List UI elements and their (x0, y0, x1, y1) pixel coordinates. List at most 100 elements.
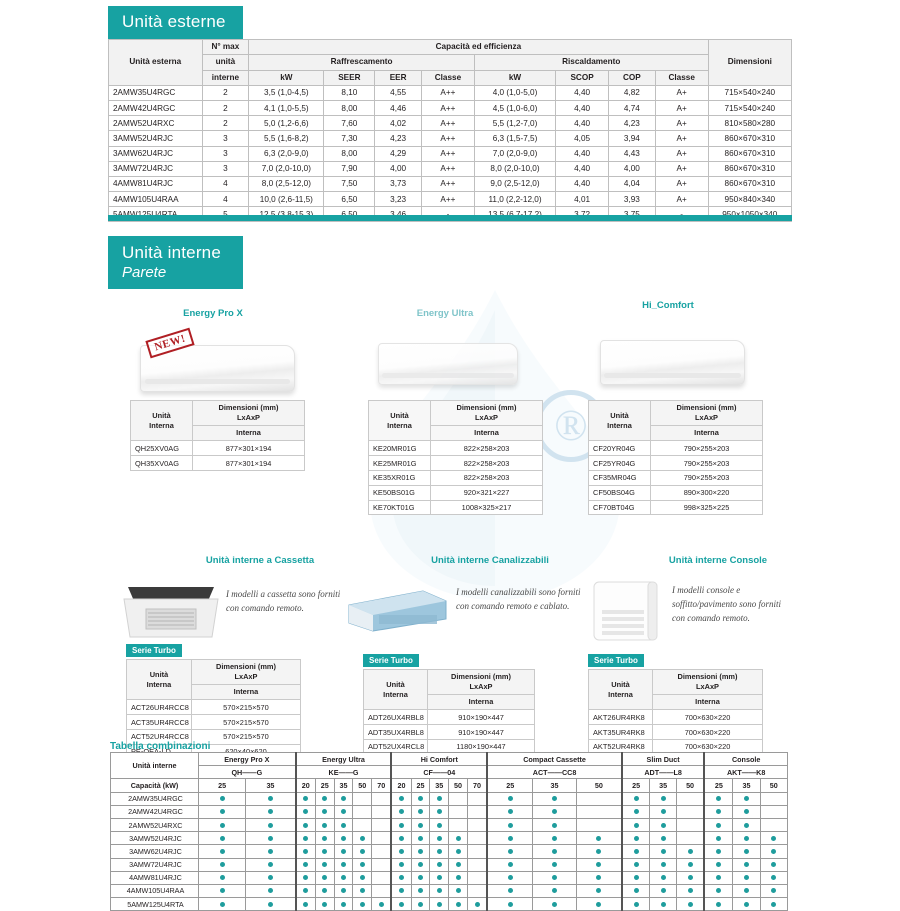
compatibility-dot (744, 796, 749, 802)
compatibility-dot (303, 822, 309, 828)
cell-compatible (352, 883, 373, 899)
compatibility-dot (687, 875, 693, 881)
cell-compatible (703, 844, 734, 859)
ducted-unit-illustration (348, 590, 447, 632)
th-unit-interna: Unità Interna (368, 399, 431, 442)
compatibility-dot (552, 862, 558, 868)
th-scop: SCOP (555, 69, 609, 86)
cell-compatible (732, 857, 761, 872)
th-unit-interna: Unità Interna (126, 658, 192, 701)
th-dimensions-mm: Dimensioni (mm) LxAxP (652, 668, 763, 696)
cell-compatible (675, 883, 705, 899)
cell-model-code: KE70KT01G (368, 499, 431, 516)
cell-heating-kw: 6,3 (1,5-7,5) (473, 130, 557, 147)
cell-empty (352, 791, 373, 806)
th-groupcode-ADT——L8: ADT——L8 (620, 765, 705, 780)
cell-seer: 8,00 (323, 99, 376, 117)
cell-compatible (333, 804, 354, 819)
compatibility-dot (660, 862, 666, 868)
compatibility-dot (219, 848, 225, 854)
spec-table-energy-pro-x: Unità Interna Dimensioni (mm) LxAxP Intern… (130, 399, 305, 471)
compatibility-dot (436, 809, 442, 815)
cell-heating-kw: 4,0 (1,0-5,0) (473, 84, 557, 101)
cell-compatible (294, 804, 316, 819)
compatibility-dot (267, 862, 273, 868)
cell-heating-class: A+ (654, 175, 709, 193)
th-capacity-AKT——K8-35: 35 (732, 778, 761, 793)
cell-compatible (759, 831, 789, 846)
cell-compatible (390, 817, 412, 833)
cell-dimensions: 700×630×220 (652, 709, 763, 726)
table-row: 3AMW52U4RJC (110, 831, 789, 846)
compatibility-dot (552, 809, 558, 815)
cell-compatible (486, 791, 534, 806)
compatibility-dot (552, 901, 558, 907)
compatibility-dot (219, 822, 225, 828)
cell-compatible (649, 791, 677, 806)
cell-compatible (732, 844, 761, 859)
cell-eer: 4,23 (374, 130, 423, 147)
cell-compatible (333, 831, 354, 846)
cell-scop: 4,40 (555, 84, 609, 101)
cell-seer: 7,30 (323, 130, 376, 147)
cell-cooling-kw: 10,0 (2,6-11,5) (248, 191, 325, 208)
table-row: ACT52UR4RCC8 570×215×570 (126, 729, 302, 745)
cell-model-code: KE50BS01G (368, 484, 431, 501)
compatibility-dot (436, 796, 442, 802)
cell-heating-kw: 11,0 (2,2-12,0) (473, 191, 557, 208)
cell-max-units: 2 (201, 115, 250, 132)
cell-unit: 4AMW105U4RAA (108, 191, 203, 208)
compatibility-dot (633, 901, 639, 907)
cell-scop: 4,05 (555, 130, 609, 147)
th-cooling: Raffrescamento (248, 54, 475, 71)
cell-model-code: KE35XR01G (368, 470, 431, 486)
compatibility-dot (267, 901, 273, 907)
compatibility-dot (455, 875, 461, 881)
cell-heating-class: A+ (654, 115, 709, 132)
compatibility-dot (219, 901, 225, 907)
cell-compatible (429, 804, 450, 819)
th-cooling-kw: kW (248, 69, 325, 86)
console-unit-illustration (593, 581, 658, 641)
th-unit-interna: Unità Interna (588, 399, 651, 442)
th-interna: Interna (652, 694, 763, 711)
section-title-outdoor: Unità esterne (122, 11, 226, 31)
compatibility-dot (716, 848, 722, 854)
table-row: 4AMW81U4RJC 4 8,0 (2,5-12,0) 7,50 3,73 A++ 9,0… (108, 175, 793, 193)
cell-compatible (575, 883, 623, 899)
compatibility-dot (507, 796, 513, 802)
cell-compatible (410, 870, 431, 885)
compatibility-dot (322, 901, 328, 907)
cell-unit: 2AMW42U4RGC (108, 99, 203, 117)
product-title-console: Unità interne Console (668, 555, 768, 566)
outdoor-header-row-3: interne kW SEER EER Classe kW SCOP COP C… (109, 69, 792, 86)
combination-table-title: Tabella combinazioni (110, 741, 211, 752)
cell-dimensions: 570×215×570 (190, 699, 302, 716)
th-eer: EER (374, 69, 423, 86)
cell-model-code: ACT52UR4RCC8 (126, 729, 192, 745)
cell-dimensions: 890×300×220 (650, 484, 763, 501)
cell-compatible (294, 844, 316, 859)
cell-compatible (429, 844, 450, 859)
cell-seer: 7,90 (323, 160, 376, 177)
cell-max-units: 3 (201, 160, 250, 177)
cell-cooling-kw: 5,5 (1,6-8,2) (248, 130, 325, 147)
table-row: CF70BT04G 998×325×225 (588, 499, 763, 516)
cell-dimensions: 822×258×203 (430, 440, 543, 457)
th-capacity-AKT——K8-50: 50 (759, 778, 789, 793)
compatibility-dot (633, 888, 639, 894)
cell-compatible (410, 804, 431, 819)
cell-dimensions: 822×258×203 (430, 455, 543, 471)
cell-compatible (532, 817, 577, 833)
cell-compatible (245, 791, 297, 806)
compatibility-dot (322, 848, 328, 854)
compatibility-dot (744, 809, 749, 815)
compatibility-dot (744, 862, 749, 868)
compatibility-dot (771, 875, 777, 881)
cell-compatible (245, 844, 297, 859)
cell-dimensions: 860×670×310 (707, 175, 793, 193)
compatibility-dot (660, 822, 666, 828)
cell-model-code: AKT26UR4RK8 (588, 709, 653, 726)
compatibility-dot (378, 901, 384, 907)
compatibility-dot (267, 848, 273, 854)
